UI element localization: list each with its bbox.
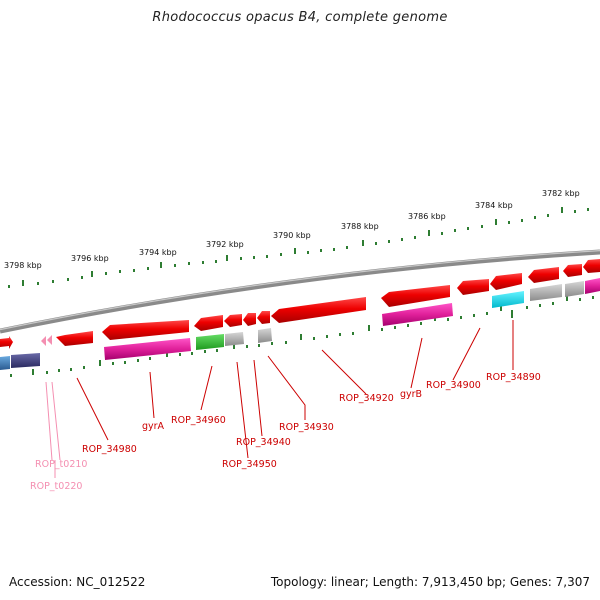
kbp-label: 3788 kbp	[341, 222, 379, 231]
genome-backbone-highlight	[0, 250, 600, 331]
trna-arrow	[47, 335, 52, 345]
gene-label-rop-34940: ROP_34940	[236, 437, 291, 448]
gene-label-rop-34960: ROP_34960	[171, 415, 226, 426]
gene-arrow	[583, 259, 600, 273]
gene-arrow	[271, 297, 366, 323]
trna-arrow	[41, 336, 46, 346]
gene-arrow	[0, 336, 13, 349]
cog-track	[0, 278, 600, 370]
gene-label-rop-t0220: ROP_t0220	[30, 481, 82, 492]
genome-summary-text: Topology: linear; Length: 7,913,450 bp; …	[270, 575, 590, 589]
outer-tick-ring	[8, 207, 589, 288]
gene-arrow	[194, 315, 223, 331]
gene-label-rop-34930: ROP_34930	[279, 422, 334, 433]
gene-arrow	[257, 311, 270, 324]
cog-block	[565, 281, 584, 297]
cog-block	[530, 284, 562, 301]
gene-label-rop-34900: ROP_34900	[426, 380, 481, 391]
kbp-label: 3798 kbp	[4, 261, 42, 270]
kbp-label: 3792 kbp	[206, 240, 244, 249]
kbp-label: 3790 kbp	[273, 231, 311, 240]
gene-arrow	[381, 285, 450, 307]
gene-arrow	[563, 264, 582, 277]
gene-arrow	[528, 267, 559, 283]
gene-arrow	[457, 279, 489, 295]
gene-label-rop-34950: ROP_34950	[222, 459, 277, 470]
kbp-label: 3784 kbp	[475, 201, 513, 210]
cog-block	[258, 328, 272, 343]
map-title: Rhodococcus opacus B4, complete genome	[152, 10, 448, 25]
kbp-label: 3796 kbp	[71, 254, 109, 263]
cog-block	[11, 353, 40, 368]
cog-block	[382, 303, 453, 326]
gene-arrow	[102, 320, 189, 340]
kbp-label: 3782 kbp	[542, 189, 580, 198]
gene-arrow	[243, 313, 256, 326]
trna-arrows	[41, 335, 52, 346]
gene-label-rop-34890: ROP_34890	[486, 372, 541, 383]
gene-label-gyra: gyrA	[142, 421, 165, 432]
accession-text: Accession: NC_012522	[9, 575, 146, 589]
cog-block	[0, 356, 10, 370]
cog-block	[585, 278, 600, 294]
gene-arrow	[224, 314, 242, 327]
gene-arrow	[490, 273, 522, 290]
gene-label-rop-34920: ROP_34920	[339, 393, 394, 404]
callout-lines	[45, 320, 514, 478]
gene-label-gyrb: gyrB	[400, 389, 422, 400]
cog-block	[225, 332, 244, 346]
cog-block	[104, 338, 191, 360]
kbp-label: 3794 kbp	[139, 248, 177, 257]
cog-block	[196, 334, 224, 350]
genome-backbone	[0, 249, 600, 334]
gene-label-rop-34980: ROP_34980	[82, 444, 137, 455]
gene-label-rop-t0210: ROP_t0210	[35, 459, 87, 470]
gene-arrow	[56, 331, 93, 346]
cog-block	[492, 291, 524, 308]
cds-track	[0, 259, 600, 349]
kbp-label: 3786 kbp	[408, 212, 446, 221]
